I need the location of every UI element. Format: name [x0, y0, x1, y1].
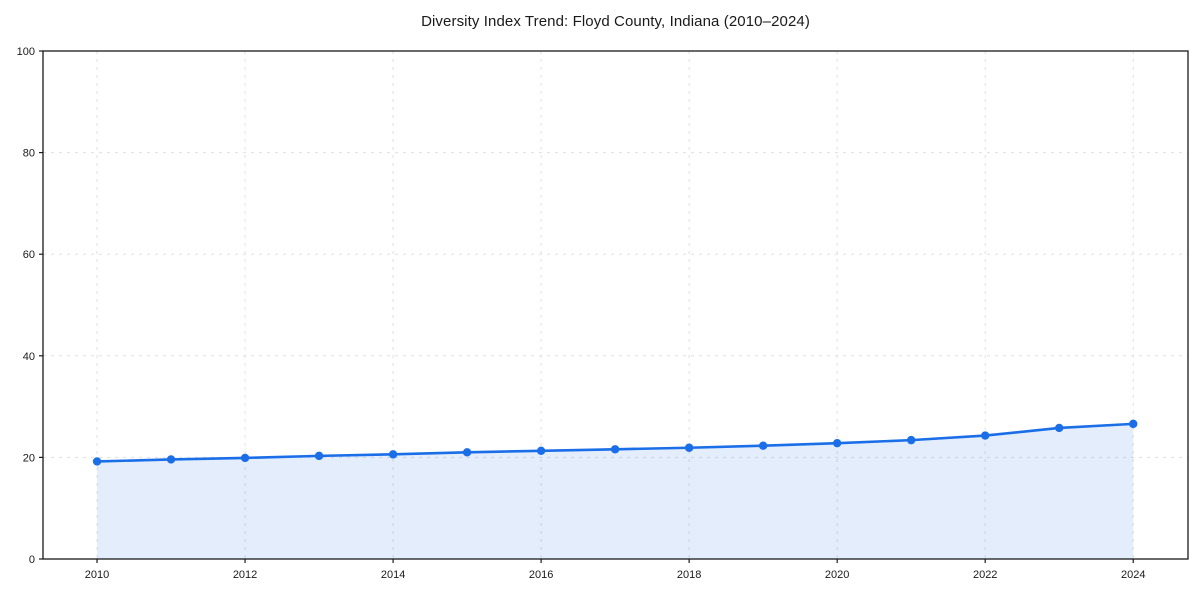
data-point-2010 [92, 457, 102, 466]
plot-spines [42, 50, 1189, 560]
data-point-2023 [1055, 423, 1064, 433]
x-tick-label-2024: 2024 [1121, 569, 1145, 581]
y-tick-label-20: 20 [23, 452, 35, 464]
data-point-2021 [906, 435, 916, 445]
x-tick-label-2020: 2020 [825, 569, 849, 581]
data-point-2016 [536, 446, 546, 455]
data-point-2011 [166, 455, 176, 464]
y-tick-label-80: 80 [23, 148, 35, 160]
x-tick-label-2014: 2014 [381, 569, 405, 581]
data-point-2015 [462, 448, 472, 457]
data-point-2013 [314, 451, 324, 461]
data-point-2018 [684, 443, 694, 452]
data-point-2022 [981, 431, 990, 440]
area-fill [97, 423, 1134, 559]
x-tick-label-2012: 2012 [233, 569, 257, 581]
y-tick-label-40: 40 [23, 351, 35, 363]
data-point-2017 [610, 445, 620, 454]
x-tick-label-2010: 2010 [85, 569, 109, 581]
y-tick-label-60: 60 [23, 249, 35, 261]
data-point-2012 [240, 453, 250, 463]
x-tick-label-2016: 2016 [529, 569, 553, 581]
data-point-2024 [1129, 419, 1138, 429]
chart-title: Diversity Index Trend: Floyd County, Ind… [421, 13, 810, 30]
x-tick-label-2022: 2022 [973, 569, 997, 581]
data-point-2019 [758, 441, 768, 450]
data-point-2020 [832, 438, 842, 448]
x-tick-label-2018: 2018 [677, 569, 701, 581]
y-tick-label-0: 0 [29, 554, 35, 566]
data-point-2014 [388, 450, 398, 459]
y-tick-label-100: 100 [17, 46, 35, 58]
